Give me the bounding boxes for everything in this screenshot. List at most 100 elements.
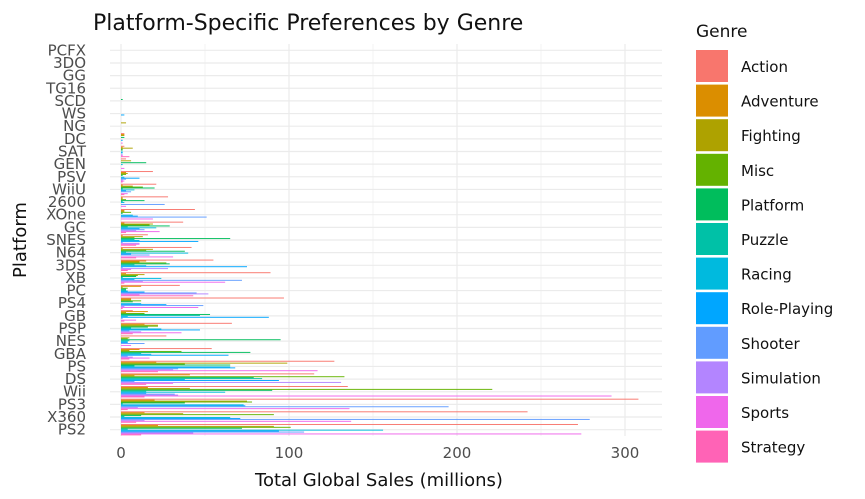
bar-GB-Puzzle	[121, 314, 200, 316]
bar-2600-Fighting	[121, 198, 123, 200]
bar-SNES-Platform	[121, 238, 231, 240]
x-tick-label: 0	[116, 444, 126, 462]
y-tick-label: Wii	[63, 383, 86, 401]
bar-X360-Platform	[121, 415, 142, 417]
bar-N64-Misc	[121, 249, 147, 251]
bar-Wii-Platform	[121, 389, 273, 391]
bar-SNES-Fighting	[121, 236, 143, 238]
bar-2600-Sports	[121, 205, 127, 207]
bar-XOne-Racing	[121, 214, 133, 216]
y-tick-label: GBA	[54, 345, 87, 363]
bar-SNES-Racing	[121, 240, 140, 241]
bar-SAT-Racing	[121, 151, 123, 153]
legend-label: Platform	[741, 196, 804, 214]
bar-PS3-Shooter	[121, 406, 449, 408]
bar-2600-Racing	[121, 202, 125, 204]
bar-GBA-Role-Playing	[121, 354, 229, 356]
bar-2600-Action	[121, 196, 169, 198]
bar-GBA-Misc	[121, 350, 182, 352]
bar-DS-Racing	[121, 379, 185, 381]
legend-label: Role-Playing	[741, 300, 833, 318]
bar-WS-Role-Playing	[121, 114, 125, 116]
bar-PSV-Fighting	[121, 172, 128, 174]
y-tick-label: TG16	[45, 79, 86, 97]
bar-Wii-Strategy	[121, 396, 145, 398]
bar-Wii-Sports	[121, 395, 612, 397]
bar-XB-Fighting	[121, 274, 145, 276]
bar-PS2-Action	[121, 423, 578, 425]
bar-PS-Racing	[121, 366, 231, 368]
y-tick-label: NG	[63, 117, 86, 135]
legend-key-Adventure	[696, 84, 728, 117]
legend-key-Role-Playing	[696, 292, 728, 325]
bar-DS-Puzzle	[121, 378, 263, 380]
bar-PS2-Misc	[121, 426, 291, 428]
bar-X360-Simulation	[121, 419, 145, 421]
bar-PC-Fighting	[121, 286, 123, 288]
bar-Wii-Misc	[121, 388, 493, 390]
y-tick-label: SAT	[58, 142, 87, 160]
bar-WiiU-Puzzle	[121, 188, 123, 190]
y-tick-label: XB	[65, 269, 86, 287]
bar-N64-Role-Playing	[121, 253, 132, 255]
bar-Wii-Fighting	[121, 387, 190, 389]
legend-key-Shooter	[696, 326, 728, 359]
bar-PS4-Sports	[121, 307, 199, 308]
bar-GC-Simulation	[121, 230, 137, 232]
legend-label: Racing	[741, 266, 792, 284]
bar-PS2-Simulation	[121, 432, 194, 434]
bar-XOne-Adventure	[121, 209, 125, 211]
bar-NES-Shooter	[121, 343, 145, 345]
y-tick-label: WS	[62, 105, 86, 123]
bar-PS4-Role-Playing	[121, 304, 167, 306]
y-tick-label: PSP	[58, 320, 86, 338]
bar-GB-Shooter	[121, 317, 123, 319]
y-axis-ticks: PS2X360PS3WiiDSPSGBANESPSPGBPS4PCXB3DSN6…	[45, 41, 87, 438]
x-tick-label: 200	[443, 444, 472, 462]
bar-PS3-Action	[121, 398, 639, 400]
bar-GBA-Sports	[121, 357, 150, 359]
bar-PS4-Adventure	[121, 298, 132, 300]
bar-SNES-Sports	[121, 243, 140, 245]
y-tick-label: 2600	[48, 193, 86, 211]
bar-PC-Racing	[121, 290, 128, 292]
bar-3DS-Role-Playing	[121, 266, 247, 268]
bar-XB-Adventure	[121, 273, 127, 275]
bar-NES-Platform	[121, 339, 281, 341]
y-tick-label: DS	[65, 370, 86, 388]
bar-PS3-Fighting	[121, 400, 247, 402]
y-axis-title: Platform	[10, 202, 31, 278]
bar-SAT-Sports	[121, 155, 123, 157]
bar-X360-Racing	[121, 417, 231, 418]
bar-GB-Role-Playing	[121, 316, 269, 318]
bar-GBA-Strategy	[121, 358, 130, 360]
bar-SAT-Platform	[121, 149, 123, 151]
bar-PSV-Shooter	[121, 178, 127, 180]
bar-GC-Fighting	[121, 223, 153, 225]
bar-PC-Puzzle	[121, 289, 127, 291]
bar-XOne-Action	[121, 209, 195, 210]
bar-SNES-Action	[121, 234, 148, 236]
bar-PS3-Adventure	[121, 399, 155, 401]
bar-3DS-Adventure	[121, 260, 147, 262]
bar-PSV-Action	[121, 171, 153, 173]
legend: Genre Action Adventure Fighting Misc Platfor…	[696, 22, 833, 463]
bar-3DS-Racing	[121, 265, 147, 267]
bar-PS4-Shooter	[121, 305, 204, 307]
bar-SAT-Simulation	[121, 154, 123, 156]
bar-DC-Sports	[121, 142, 123, 144]
bar-PS4-Strategy	[121, 307, 123, 309]
bar-PC-Platform	[121, 288, 127, 290]
bar-PS2-Strategy	[121, 434, 142, 436]
legend-label: Strategy	[741, 439, 805, 457]
legend-key-Strategy	[696, 430, 728, 463]
bar-2600-Puzzle	[121, 201, 123, 203]
bar-PS3-Simulation	[121, 407, 138, 409]
bar-Wii-Puzzle	[121, 390, 147, 392]
y-tick-label: PS	[67, 357, 86, 375]
bar-PS-Sports	[121, 370, 318, 372]
bar-N64-Platform	[121, 250, 185, 252]
bar-DS-Misc	[121, 376, 345, 378]
bar-GC-Misc	[121, 224, 150, 226]
bar-SNES-Shooter	[121, 241, 123, 243]
